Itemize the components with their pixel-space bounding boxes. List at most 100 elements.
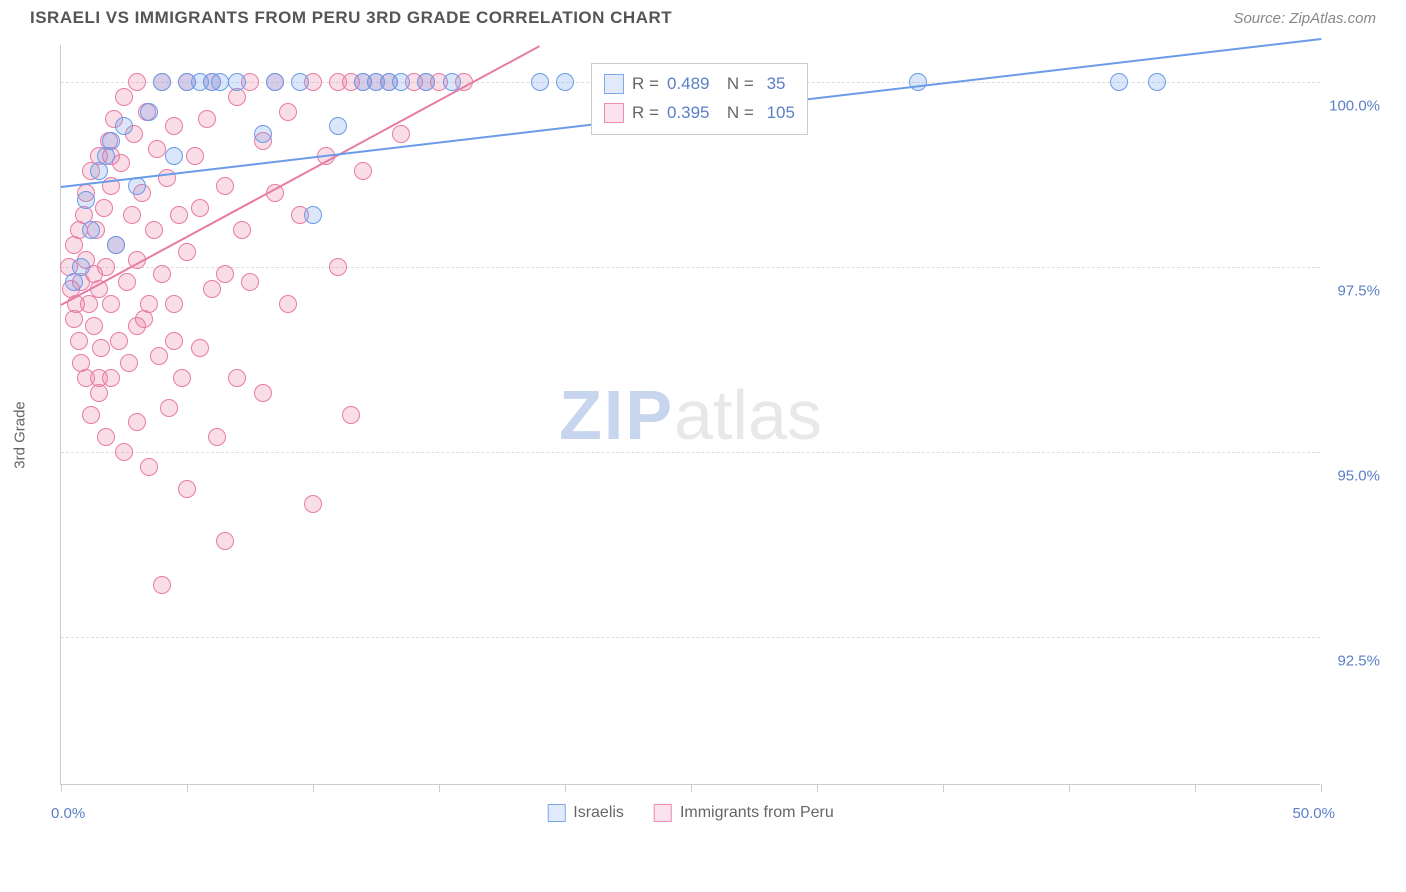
y-axis-label: 3rd Grade — [12, 401, 29, 469]
legend-swatch — [654, 804, 672, 822]
data-point — [165, 295, 183, 313]
legend-item: Immigrants from Peru — [654, 804, 834, 822]
data-point — [173, 369, 191, 387]
legend-label: Immigrants from Peru — [680, 804, 834, 822]
data-point — [233, 221, 251, 239]
series-swatch — [604, 74, 624, 94]
data-point — [254, 125, 272, 143]
legend-label: Israelis — [573, 804, 624, 822]
data-point — [97, 258, 115, 276]
watermark: ZIPatlas — [559, 375, 822, 455]
data-point — [145, 221, 163, 239]
x-tick — [1321, 784, 1322, 792]
y-tick-label: 92.5% — [1337, 653, 1380, 670]
data-point — [153, 73, 171, 91]
watermark-atlas: atlas — [674, 376, 822, 454]
data-point — [178, 243, 196, 261]
data-point — [211, 73, 229, 91]
source-label: Source: ZipAtlas.com — [1233, 10, 1376, 27]
x-tick — [943, 784, 944, 792]
data-point — [354, 162, 372, 180]
x-tick — [817, 784, 818, 792]
data-point — [115, 117, 133, 135]
data-point — [128, 413, 146, 431]
stats-box: R = 0.489 N = 35R = 0.395 N = 105 — [591, 63, 808, 135]
data-point — [102, 295, 120, 313]
data-point — [70, 332, 88, 350]
data-point — [115, 88, 133, 106]
data-point — [304, 206, 322, 224]
data-point — [1148, 73, 1166, 91]
x-tick — [313, 784, 314, 792]
data-point — [443, 73, 461, 91]
data-point — [165, 147, 183, 165]
data-point — [165, 332, 183, 350]
stats-row: R = 0.489 N = 35 — [604, 70, 795, 99]
data-point — [329, 258, 347, 276]
data-point — [203, 280, 221, 298]
chart-header: ISRAELI VS IMMIGRANTS FROM PERU 3RD GRAD… — [0, 0, 1406, 38]
data-point — [392, 125, 410, 143]
data-point — [216, 265, 234, 283]
x-tick — [1195, 784, 1196, 792]
data-point — [77, 191, 95, 209]
data-point — [291, 73, 309, 91]
data-point — [304, 495, 322, 513]
gridline — [61, 267, 1320, 268]
data-point — [342, 406, 360, 424]
data-point — [118, 273, 136, 291]
data-point — [128, 73, 146, 91]
data-point — [82, 406, 100, 424]
data-point — [228, 369, 246, 387]
data-point — [140, 295, 158, 313]
x-tick — [565, 784, 566, 792]
data-point — [208, 428, 226, 446]
data-point — [329, 117, 347, 135]
data-point — [85, 317, 103, 335]
data-point — [178, 480, 196, 498]
x-tick — [439, 784, 440, 792]
chart-title: ISRAELI VS IMMIGRANTS FROM PERU 3RD GRAD… — [30, 8, 672, 28]
data-point — [153, 576, 171, 594]
data-point — [95, 199, 113, 217]
data-point — [128, 317, 146, 335]
data-point — [417, 73, 435, 91]
data-point — [160, 399, 178, 417]
data-point — [170, 206, 188, 224]
stat-n-label: N = — [717, 99, 753, 128]
plot-area: ZIPatlas 0.0% 50.0% IsraelisImmigrants f… — [60, 45, 1320, 785]
watermark-zip: ZIP — [559, 376, 674, 454]
data-point — [198, 110, 216, 128]
gridline — [61, 452, 1320, 453]
data-point — [120, 354, 138, 372]
x-tick — [1069, 784, 1070, 792]
legend-swatch — [547, 804, 565, 822]
x-min-label: 0.0% — [51, 805, 85, 822]
data-point — [97, 428, 115, 446]
data-point — [241, 273, 259, 291]
y-tick-label: 100.0% — [1329, 98, 1380, 115]
y-tick-label: 97.5% — [1337, 283, 1380, 300]
data-point — [531, 73, 549, 91]
data-point — [228, 73, 246, 91]
legend-item: Israelis — [547, 804, 624, 822]
data-point — [216, 532, 234, 550]
data-point — [90, 369, 108, 387]
data-point — [153, 265, 171, 283]
chart-container: 3rd Grade ZIPatlas 0.0% 50.0% IsraelisIm… — [30, 40, 1380, 830]
stat-n-label: N = — [717, 70, 753, 99]
data-point — [110, 332, 128, 350]
legend-bottom: Israelis Immigrants from Peru — [547, 804, 834, 822]
data-point — [92, 339, 110, 357]
data-point — [102, 132, 120, 150]
stats-row: R = 0.395 N = 105 — [604, 99, 795, 128]
data-point — [165, 117, 183, 135]
stat-r-value: 0.395 — [667, 99, 710, 128]
x-tick — [187, 784, 188, 792]
data-point — [115, 443, 133, 461]
stat-r-label: R = — [632, 70, 659, 99]
gridline — [61, 637, 1320, 638]
data-point — [279, 295, 297, 313]
x-tick — [61, 784, 62, 792]
data-point — [254, 384, 272, 402]
